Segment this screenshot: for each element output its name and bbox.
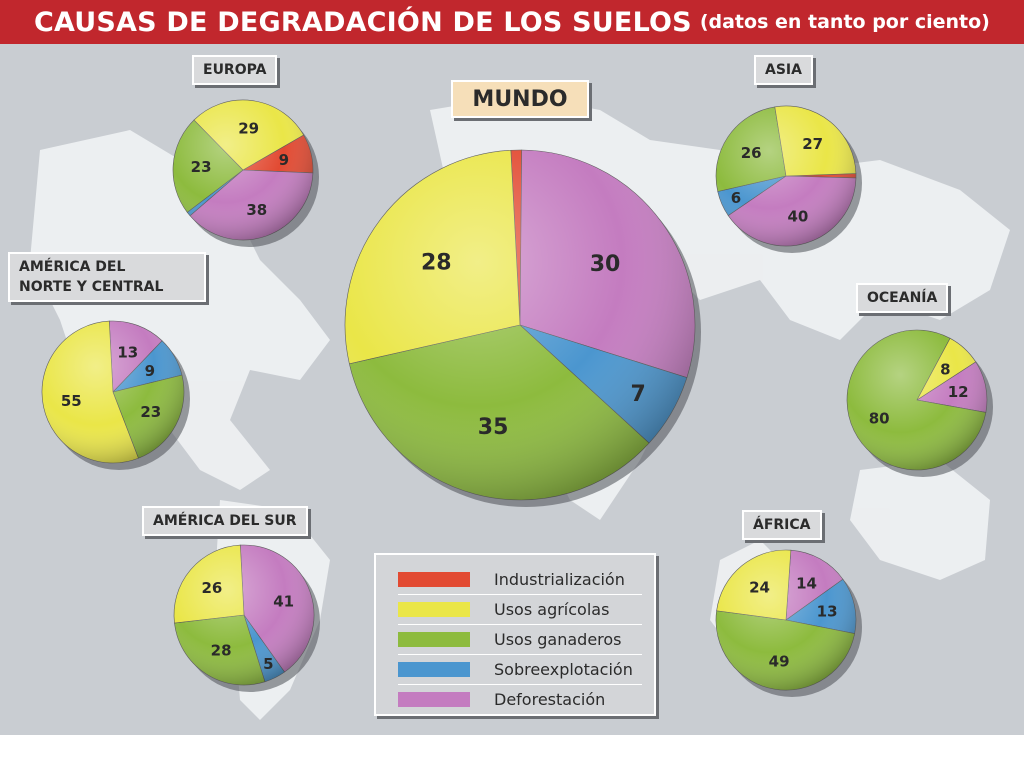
slice-label-deforestacion: 13 <box>117 343 138 361</box>
legend-item-industrializacion: Industrialización <box>398 565 642 595</box>
slice-label-deforestacion: 14 <box>796 575 817 593</box>
slice-label-agricolas: 29 <box>238 120 259 138</box>
pie-sphere-shading <box>42 321 184 463</box>
legend-label: Usos agrícolas <box>494 600 610 619</box>
pie-sphere-shading <box>174 545 314 685</box>
pie-europa: 9 38 23 29 <box>172 99 319 247</box>
legend-item-deforestacion: Deforestación <box>398 685 642 715</box>
pie-sphere-shading <box>716 106 856 246</box>
chart-title: CAUSAS DE DEGRADACIÓN DE LOS SUELOS <box>34 6 692 38</box>
title-bar: CAUSAS DE DEGRADACIÓN DE LOS SUELOS (dat… <box>0 0 1024 44</box>
pie-sphere-shading <box>345 150 695 500</box>
region-label-africa: ÁFRICA <box>742 510 822 540</box>
legend-label: Sobreexplotación <box>494 660 633 679</box>
pie-oceania: 12 80 8 <box>846 329 993 477</box>
region-label-asia: ASIA <box>754 55 813 85</box>
slice-label-agricolas: 24 <box>749 579 770 597</box>
legend-label: Deforestación <box>494 690 606 709</box>
legend-item-agricolas: Usos agrícolas <box>398 595 642 625</box>
slice-label-ganaderos: 26 <box>741 144 762 162</box>
slice-label-sobreexplotacion: 7 <box>631 382 646 407</box>
pie-sphere-shading <box>716 550 856 690</box>
slice-label-ganaderos: 80 <box>869 410 890 428</box>
slice-label-sobreexplotacion: 5 <box>263 655 273 673</box>
chart-subtitle: (datos en tanto por ciento) <box>699 11 990 33</box>
slice-label-ganaderos: 23 <box>191 158 212 176</box>
slice-label-deforestacion: 30 <box>590 252 621 277</box>
legend: Industrialización Usos agrícolas Usos ga… <box>374 553 656 716</box>
slice-label-agricolas: 26 <box>201 579 222 597</box>
region-label-europa: EUROPA <box>192 55 278 85</box>
legend-label: Industrialización <box>494 570 625 589</box>
figure: CAUSAS DE DEGRADACIÓN DE LOS SUELOS (dat… <box>0 0 1024 735</box>
slice-label-industrializacion: 9 <box>279 151 289 169</box>
slice-label-agricolas: 55 <box>61 392 82 410</box>
legend-item-sobreexplotacion: Sobreexplotación <box>398 655 642 685</box>
pie-mundo: 30 7 35 28 <box>344 149 701 507</box>
pie-charts: 30 7 35 28 9 38 23 29 40 6 26 27 13 9 23 55 12 80 8 41 5 28 26… <box>41 99 993 697</box>
region-label-america-sur: AMÉRICA DEL SUR <box>142 506 308 536</box>
legend-swatch <box>398 662 470 677</box>
slice-label-deforestacion: 12 <box>948 383 969 401</box>
slice-label-sobreexplotacion: 13 <box>817 602 838 620</box>
slice-label-agricolas: 27 <box>802 135 823 153</box>
legend-label: Usos ganaderos <box>494 630 622 649</box>
pie-america-norte: 13 9 23 55 <box>41 320 190 470</box>
slice-label-ganaderos: 23 <box>140 403 161 421</box>
slice-label-ganaderos: 49 <box>769 653 790 671</box>
slice-label-sobreexplotacion: 9 <box>145 362 155 380</box>
legend-swatch <box>398 692 470 707</box>
pie-america-sur: 41 5 28 26 <box>173 544 320 692</box>
legend-swatch <box>398 632 470 647</box>
legend-item-ganaderos: Usos ganaderos <box>398 625 642 655</box>
slice-label-agricolas: 8 <box>940 360 950 378</box>
legend-swatch <box>398 572 470 587</box>
slice-label-sobreexplotacion: 6 <box>731 189 741 207</box>
slice-label-agricolas: 28 <box>421 250 452 275</box>
slice-label-deforestacion: 38 <box>246 201 267 219</box>
slice-label-deforestacion: 40 <box>787 208 808 226</box>
legend-swatch <box>398 602 470 617</box>
region-label-mundo: MUNDO <box>451 80 589 118</box>
pie-asia: 40 6 26 27 <box>715 105 862 253</box>
region-label-oceania: OCEANÍA <box>856 283 949 313</box>
pie-sphere-shading <box>173 100 313 240</box>
slice-label-deforestacion: 41 <box>273 592 294 610</box>
slice-label-ganaderos: 35 <box>478 415 509 440</box>
pie-sphere-shading <box>847 330 987 470</box>
region-label-america-norte: AMÉRICA DEL NORTE Y CENTRAL <box>8 252 206 302</box>
slice-label-ganaderos: 28 <box>211 642 232 660</box>
